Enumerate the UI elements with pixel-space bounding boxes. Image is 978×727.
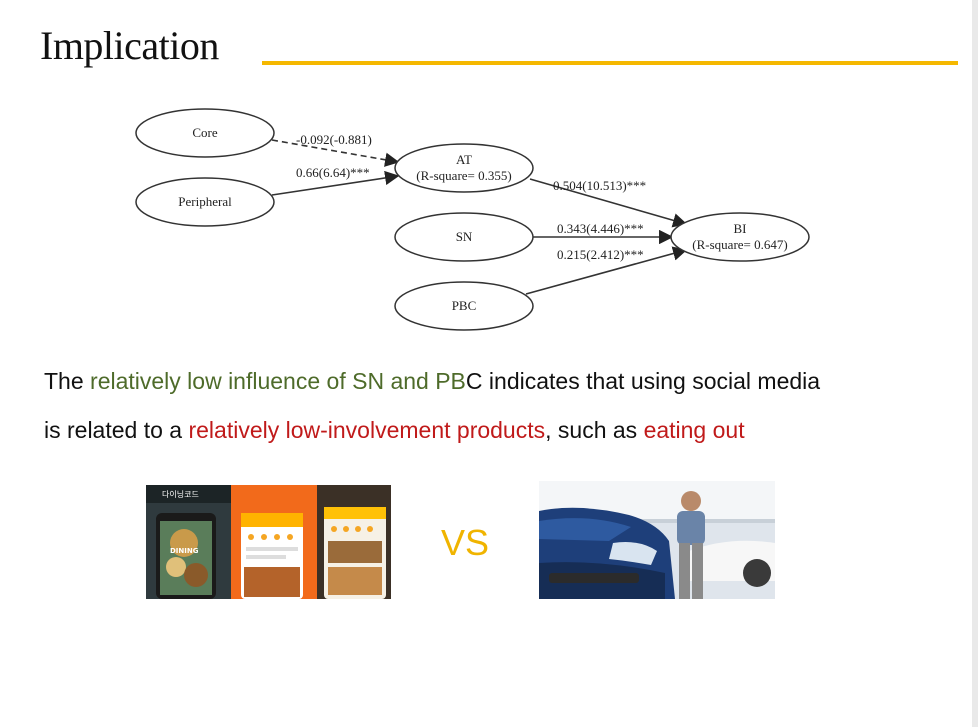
edge-at-bi-label: 0.504(10.513)*** — [553, 178, 646, 193]
line2-highlight-products: relatively low-involvement products — [188, 417, 546, 443]
slide-edge — [972, 0, 978, 727]
dining-app-image: 다이닝코드 DINING — [146, 485, 391, 599]
car-shopping-illustration — [539, 481, 775, 599]
node-core — [135, 108, 275, 158]
node-at-rsquare: (R-square= 0.355) — [416, 168, 511, 183]
node-sn-label: SN — [456, 229, 473, 244]
node-at — [394, 143, 534, 193]
edge-peripheral-at-label: 0.66(6.64)*** — [296, 165, 370, 180]
edge-at-bi — [529, 178, 688, 228]
node-pbc — [394, 281, 534, 331]
dining-app-illustration: 다이닝코드 DINING — [146, 485, 391, 599]
edge-pbc-bi-label: 0.215(2.412)*** — [557, 247, 644, 262]
node-pbc-label: PBC — [452, 298, 477, 313]
app-brand-text: 다이닝코드 — [162, 489, 199, 499]
line2-intro: is related to a — [44, 417, 189, 443]
title-underline — [262, 61, 958, 65]
node-bi-rsquare: (R-square= 0.647) — [692, 237, 787, 252]
edge-sn-bi-label: 0.343(4.446)*** — [557, 221, 644, 236]
line1-highlight: relatively low influence of SN and PB — [90, 368, 466, 394]
node-core-label: Core — [192, 125, 218, 140]
node-peripheral — [135, 177, 275, 227]
line1-rest: indicates that using social media — [482, 368, 821, 394]
implication-line-1: The relatively low influence of SN and P… — [44, 368, 820, 395]
car-shopping-image — [539, 481, 775, 599]
slide-title: Implication — [40, 23, 219, 68]
implication-line-2: is related to a relatively low-involveme… — [44, 417, 745, 444]
node-bi — [670, 212, 810, 262]
app-card-text: DINING — [170, 547, 199, 555]
edge-core-at — [271, 139, 400, 167]
edge-pbc-bi — [525, 246, 688, 295]
path-diagram: Core Peripheral AT (R-square= 0.355) SN … — [135, 108, 810, 331]
edge-peripheral-at — [271, 170, 400, 196]
versus-label: VS — [441, 522, 490, 563]
line2-connector: , such as — [545, 417, 644, 443]
node-at-name: AT — [456, 152, 472, 167]
line2-highlight-eating-out: eating out — [643, 417, 745, 443]
node-sn — [394, 212, 534, 262]
edge-core-at-label: -0.092(-0.881) — [296, 132, 372, 147]
node-peripheral-label: Peripheral — [178, 194, 232, 209]
line1-intro: The — [44, 368, 91, 394]
node-bi-name: BI — [734, 221, 747, 236]
line1-letter-c: C — [465, 368, 483, 394]
